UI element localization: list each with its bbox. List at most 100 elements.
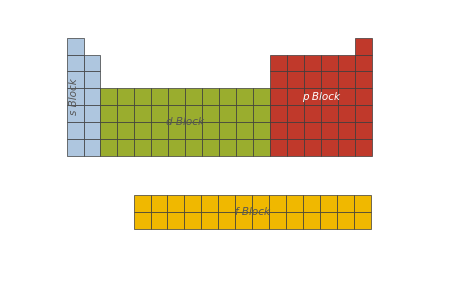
Bar — [185, 105, 202, 122]
Bar — [202, 139, 219, 156]
Bar — [252, 212, 269, 229]
Bar — [185, 89, 202, 105]
Bar — [287, 105, 304, 122]
Bar — [253, 139, 270, 156]
Bar — [151, 122, 168, 139]
Bar — [304, 105, 321, 122]
Bar — [354, 195, 371, 212]
Bar — [321, 55, 337, 71]
Bar — [66, 105, 83, 122]
Bar — [100, 89, 118, 105]
Bar — [270, 122, 287, 139]
Bar — [118, 105, 134, 122]
Bar — [134, 122, 151, 139]
Bar — [202, 122, 219, 139]
Bar — [219, 139, 236, 156]
Bar — [184, 212, 201, 229]
Bar — [337, 212, 354, 229]
Bar — [134, 195, 151, 212]
Bar — [151, 139, 168, 156]
Bar — [321, 89, 337, 105]
Text: p Block: p Block — [301, 92, 340, 102]
Bar — [151, 195, 167, 212]
Bar — [168, 139, 185, 156]
Bar — [253, 105, 270, 122]
Bar — [270, 139, 287, 156]
Bar — [202, 89, 219, 105]
Bar — [168, 89, 185, 105]
Bar — [83, 55, 100, 71]
Bar — [66, 89, 83, 105]
Bar — [337, 71, 355, 89]
Bar — [355, 139, 372, 156]
Bar — [287, 139, 304, 156]
Bar — [100, 139, 118, 156]
Bar — [236, 122, 253, 139]
Bar — [219, 105, 236, 122]
Bar — [168, 105, 185, 122]
Bar — [320, 195, 337, 212]
Bar — [286, 195, 303, 212]
Bar — [287, 122, 304, 139]
Bar — [118, 89, 134, 105]
Bar — [337, 195, 354, 212]
Bar — [269, 195, 286, 212]
Bar — [304, 122, 321, 139]
Bar — [303, 212, 320, 229]
Bar — [168, 122, 185, 139]
Bar — [270, 71, 287, 89]
Bar — [252, 195, 269, 212]
Bar — [66, 139, 83, 156]
Bar — [219, 212, 235, 229]
Text: s Block: s Block — [69, 78, 79, 115]
Text: f Block: f Block — [235, 207, 270, 217]
Bar — [151, 212, 167, 229]
Bar — [355, 38, 372, 55]
Bar — [270, 89, 287, 105]
Bar — [219, 122, 236, 139]
Bar — [184, 195, 201, 212]
Bar — [355, 71, 372, 89]
Bar — [337, 89, 355, 105]
Bar — [185, 122, 202, 139]
Bar — [321, 105, 337, 122]
Bar — [219, 195, 235, 212]
Text: d Block: d Block — [166, 117, 204, 127]
Bar — [321, 122, 337, 139]
Bar — [236, 139, 253, 156]
Bar — [304, 89, 321, 105]
Bar — [287, 71, 304, 89]
Bar — [270, 105, 287, 122]
Bar — [287, 55, 304, 71]
Bar — [286, 212, 303, 229]
Bar — [321, 71, 337, 89]
Bar — [185, 139, 202, 156]
Bar — [355, 122, 372, 139]
Bar — [354, 212, 371, 229]
Bar — [100, 122, 118, 139]
Bar — [83, 122, 100, 139]
Bar — [151, 89, 168, 105]
Bar — [337, 55, 355, 71]
Bar — [337, 139, 355, 156]
Bar — [235, 195, 252, 212]
Bar — [167, 195, 184, 212]
Bar — [83, 89, 100, 105]
Bar — [304, 71, 321, 89]
Bar — [269, 212, 286, 229]
Bar — [134, 139, 151, 156]
Bar — [303, 195, 320, 212]
Bar — [304, 139, 321, 156]
Bar — [337, 105, 355, 122]
Bar — [355, 55, 372, 71]
Bar — [337, 122, 355, 139]
Bar — [100, 105, 118, 122]
Bar — [355, 89, 372, 105]
Bar — [236, 89, 253, 105]
Bar — [118, 122, 134, 139]
Bar — [202, 105, 219, 122]
Bar — [134, 105, 151, 122]
Bar — [253, 122, 270, 139]
Bar — [151, 105, 168, 122]
Bar — [66, 71, 83, 89]
